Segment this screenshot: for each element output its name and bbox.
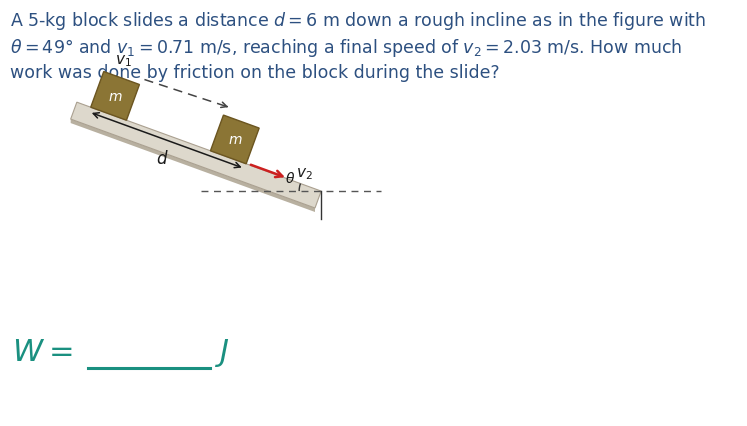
Text: $v_2$: $v_2$	[296, 166, 312, 181]
Polygon shape	[211, 116, 259, 164]
Polygon shape	[71, 120, 315, 213]
Polygon shape	[90, 72, 140, 121]
Text: A 5-kg block slides a distance $d = 6$ m down a rough incline as in the figure w: A 5-kg block slides a distance $d = 6$ m…	[10, 10, 706, 32]
Text: $m$: $m$	[228, 133, 242, 147]
Text: work was done by friction on the block during the slide?: work was done by friction on the block d…	[10, 64, 500, 82]
Text: J: J	[220, 337, 229, 366]
Text: $v_1$: $v_1$	[115, 53, 132, 69]
Text: $m$: $m$	[108, 89, 123, 104]
Text: $\theta = 49°$ and $v_1 = 0.71$ m/s, reaching a final speed of $v_2 = 2.03$ m/s.: $\theta = 49°$ and $v_1 = 0.71$ m/s, rea…	[10, 37, 682, 59]
Text: $\theta$: $\theta$	[285, 171, 295, 186]
Text: $d$: $d$	[156, 150, 169, 168]
Polygon shape	[71, 103, 321, 208]
Text: $W =$: $W =$	[12, 337, 72, 366]
